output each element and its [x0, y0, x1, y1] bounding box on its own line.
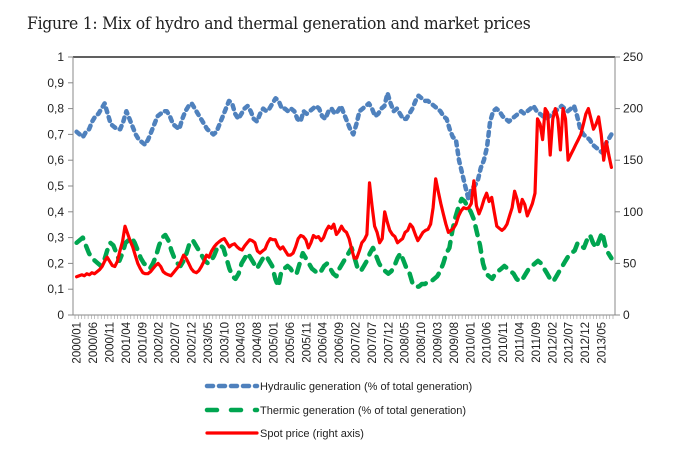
legend: Hydraulic generation (% of total generat… — [204, 381, 472, 440]
x-tick-label: 2013/05 — [597, 322, 609, 364]
x-tick-label: 2001/09 — [137, 322, 149, 364]
x-tick-label: 2005/11 — [301, 322, 313, 363]
right-y-tick-label: 50 — [623, 256, 637, 270]
left-y-tick-label: 0,7 — [47, 127, 64, 141]
x-tick-label: 2005/01 — [268, 322, 280, 364]
x-tick-label: 2011/09 — [531, 322, 543, 363]
x-tick-label: 2008/05 — [400, 322, 412, 364]
x-tick-label: 2012/02 — [547, 322, 559, 364]
x-tick-label: 2002/02 — [154, 322, 166, 364]
x-tick-label: 2009/03 — [432, 322, 444, 364]
x-tick-label: 2007/02 — [350, 322, 362, 364]
series-line-hydraulic — [74, 90, 614, 202]
x-tick-label: 2007/12 — [383, 322, 395, 364]
x-tick-label: 2000/01 — [72, 322, 84, 364]
left-y-tick-label: 0,2 — [47, 256, 64, 270]
x-tick-label: 2007/07 — [367, 322, 379, 364]
x-tick-label: 2005/06 — [285, 322, 297, 364]
right-y-tick-label: 0 — [623, 308, 630, 322]
x-tick-label: 2006/04 — [318, 321, 330, 363]
left-y-tick-label: 0,9 — [47, 76, 64, 90]
x-tick-label: 2010/11 — [498, 322, 510, 363]
legend-label: Spot price (right axis) — [260, 428, 364, 440]
x-tick-label: 2004/08 — [252, 322, 264, 364]
x-tick-label: 2003/05 — [203, 322, 215, 364]
left-y-tick-label: 0,1 — [47, 282, 64, 296]
left-y-tick-label: 0,5 — [47, 179, 64, 193]
x-tick-label: 2012/12 — [580, 322, 592, 364]
left-y-tick-label: 0 — [57, 308, 64, 322]
x-tick-label: 2001/04 — [121, 321, 133, 363]
x-tick-label: 2002/07 — [170, 322, 182, 364]
x-tick-label: 2008/10 — [416, 322, 428, 364]
x-tick-label: 2000/06 — [88, 322, 100, 364]
x-tick-label: 2012/07 — [564, 322, 576, 364]
x-tick-label: 2010/01 — [465, 322, 477, 364]
legend-label: Hydraulic generation (% of total generat… — [260, 381, 472, 393]
x-tick-label: 2004/03 — [236, 322, 248, 364]
left-y-tick-label: 0,4 — [47, 205, 64, 219]
left-y-tick-label: 0,3 — [47, 231, 64, 245]
right-y-tick-label: 200 — [623, 102, 643, 116]
x-tick-label: 2002/12 — [186, 322, 198, 364]
series-line-thermic — [74, 196, 614, 289]
legend-label: Thermic generation (% of total generatio… — [260, 405, 466, 417]
x-tick-label: 2000/11 — [104, 322, 116, 363]
axes: 0 0,1 0,2 0,3 0,4 0,5 0,6 0,7 0,8 0,9 1 0 50 100 150 20… — [47, 50, 643, 364]
x-tick-label: 2010/06 — [482, 322, 494, 364]
chart-title: Figure 1: Mix of hydro and thermal gener… — [27, 14, 531, 34]
series-layer — [74, 90, 614, 289]
x-tick-label: 2011/04 — [515, 321, 527, 362]
series-line-spot — [74, 106, 614, 279]
right-y-tick-label: 100 — [623, 205, 643, 219]
right-y-tick-label: 150 — [623, 153, 643, 167]
x-tick-label: 2009/08 — [449, 322, 461, 364]
left-y-tick-label: 1 — [57, 50, 64, 64]
left-y-tick-label: 0,8 — [47, 102, 64, 116]
x-tick-label: 2003/10 — [219, 322, 231, 364]
right-y-tick-label: 250 — [623, 50, 643, 64]
x-tick-label: 2006/09 — [334, 322, 346, 364]
left-y-tick-label: 0,6 — [47, 153, 64, 167]
